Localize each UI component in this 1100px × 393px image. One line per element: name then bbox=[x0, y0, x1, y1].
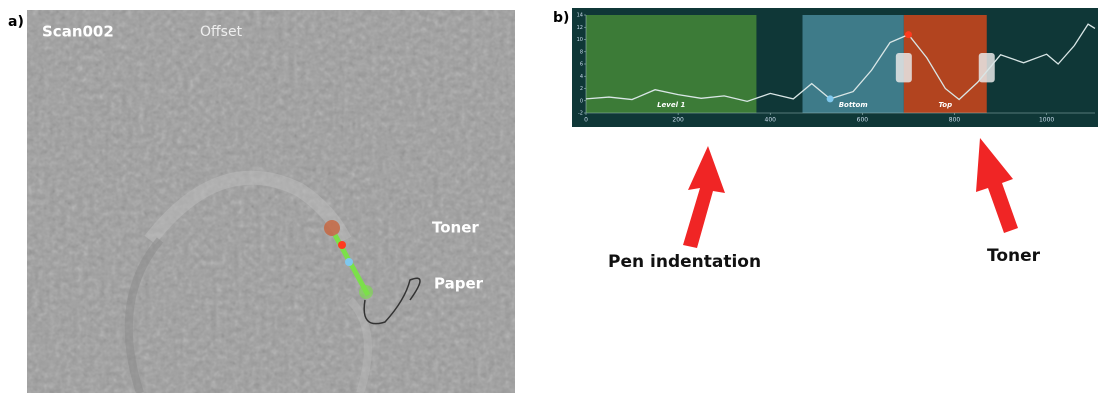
y-tick-label: 6 bbox=[580, 62, 583, 68]
x-tick-label: 400 bbox=[765, 117, 777, 124]
x-tick-label: 800 bbox=[949, 117, 961, 124]
y-tick-label: 12 bbox=[577, 25, 583, 31]
scan-panel: a) Scan002 Offset Toner Paper bbox=[8, 10, 515, 393]
top-marker bbox=[338, 241, 346, 249]
y-tick-label: 14 bbox=[577, 13, 583, 19]
bottom-marker bbox=[345, 258, 353, 266]
region bbox=[586, 15, 756, 113]
handle bbox=[896, 53, 912, 82]
y-tick-label: 10 bbox=[577, 37, 583, 43]
y-tick-label: 4 bbox=[580, 74, 583, 80]
region bbox=[802, 15, 903, 113]
y-tick-label: 2 bbox=[580, 86, 583, 92]
arrow bbox=[683, 146, 725, 248]
region bbox=[904, 15, 987, 113]
end-marker bbox=[359, 285, 373, 299]
toner-marker bbox=[324, 220, 340, 236]
figure: a) Scan002 Offset Toner Paper b) Level 1… bbox=[0, 0, 1100, 393]
x-tick-label: 1000 bbox=[1039, 117, 1054, 124]
region-label: Bottom bbox=[839, 101, 868, 109]
paper-label: Paper bbox=[434, 275, 484, 293]
panel-label: b) bbox=[553, 10, 569, 26]
region-label: Level 1 bbox=[657, 101, 685, 109]
x-tick-label: 600 bbox=[857, 117, 869, 124]
annotation: Toner bbox=[987, 246, 1041, 266]
mode-label: Offset bbox=[200, 24, 243, 40]
scan-texture bbox=[27, 10, 515, 393]
y-tick-label: 0 bbox=[580, 98, 583, 104]
arrow bbox=[976, 138, 1018, 233]
marker-point bbox=[905, 31, 912, 38]
x-tick-label: 200 bbox=[672, 117, 684, 124]
scan-name: Scan002 bbox=[42, 23, 114, 41]
y-tick-label: -2 bbox=[578, 111, 583, 117]
toner-label: Toner bbox=[432, 219, 479, 237]
annotation: Pen indentation bbox=[608, 252, 761, 272]
x-tick-label: 0 bbox=[584, 117, 588, 124]
panel-label: a) bbox=[8, 14, 24, 30]
y-tick-label: 8 bbox=[580, 49, 583, 55]
region-label: Top bbox=[938, 101, 952, 109]
marker-point bbox=[827, 95, 834, 102]
